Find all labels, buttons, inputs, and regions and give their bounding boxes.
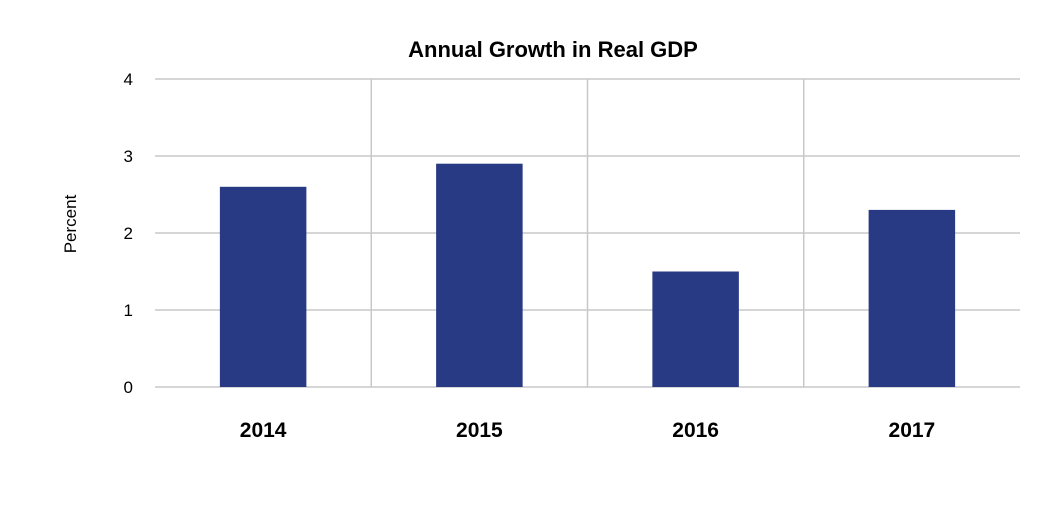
- bars: [219, 163, 956, 387]
- x-tick-label: 2014: [240, 419, 287, 442]
- y-tick-labels: 0 1 2 3 4: [124, 70, 133, 397]
- chart-title: Annual Growth in Real GDP: [408, 37, 698, 62]
- y-tick-label: 3: [124, 147, 133, 166]
- bar-2016: [652, 271, 739, 387]
- y-tick-label: 1: [124, 301, 133, 320]
- bar-2015: [436, 163, 523, 387]
- x-tick-label: 2016: [672, 419, 719, 442]
- bar-2017: [868, 209, 956, 387]
- y-tick-label: 4: [124, 70, 133, 89]
- x-tick-label: 2015: [456, 419, 503, 442]
- bar-2014: [219, 186, 307, 387]
- x-tick-label: 2017: [889, 419, 936, 442]
- y-tick-label: 0: [124, 378, 133, 397]
- y-tick-label: 2: [124, 224, 133, 243]
- x-tick-labels: 2014 2015 2016 2017: [240, 419, 935, 442]
- y-axis-label: Percent: [61, 194, 80, 253]
